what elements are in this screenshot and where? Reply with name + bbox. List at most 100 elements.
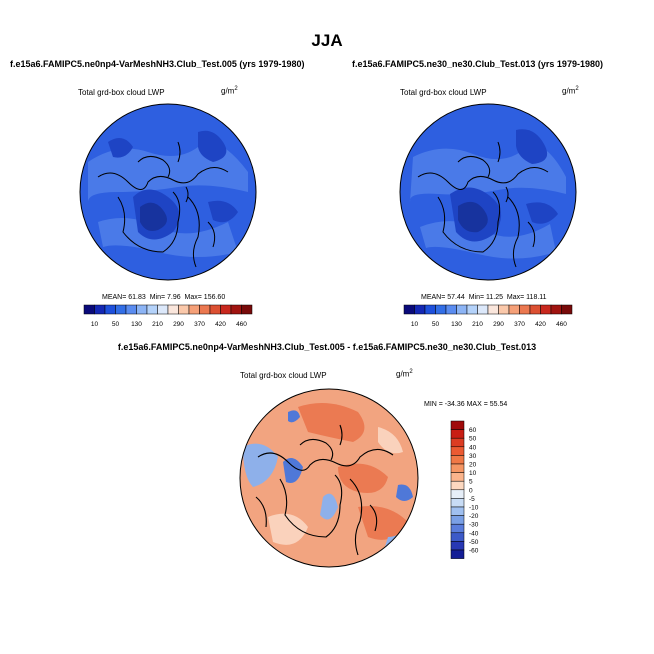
panel1-map-field	[80, 104, 256, 280]
colorbar-tick-label: -40	[469, 530, 479, 537]
panel2-colorbar-labels: 10 50 130 210 290 370 420 460	[411, 321, 567, 328]
colorbar-box	[188, 304, 200, 315]
panel2-map-field	[400, 104, 576, 280]
panel1-colorbar-labels: 10 50 130 210 290 370 420 460	[91, 321, 247, 328]
panel1-case-title: f.e15a6.FAMIPC5.ne0np4-VarMeshNH3.Club_T…	[10, 59, 305, 69]
panel1-stats: MEAN= 61.83 Min= 7.96 Max= 156.60	[102, 294, 225, 301]
map-region	[268, 513, 308, 545]
diff-coastlines	[255, 424, 394, 556]
colorbar-tick-label: 370	[194, 321, 205, 328]
colorbar-box	[435, 304, 447, 315]
colorbar-box	[508, 304, 520, 315]
colorbar-box	[477, 304, 489, 315]
panel1-units: g/m2	[221, 86, 238, 96]
colorbar-box	[450, 541, 465, 551]
colorbar-tick-label: -20	[469, 513, 479, 520]
panel2-colorbar-boxes	[403, 304, 573, 315]
panel2-min: 11.25	[486, 294, 504, 301]
panel1-mean-label: MEAN=	[102, 294, 127, 301]
colorbar-box	[115, 304, 127, 315]
colorbar-box	[403, 304, 415, 315]
diff-units-base: g/m	[396, 369, 410, 379]
colorbar-box	[450, 489, 465, 499]
diff-map	[239, 388, 419, 568]
panel1-max: 156.60	[203, 294, 226, 301]
colorbar-tick-label: 290	[173, 321, 184, 328]
colorbar-box	[167, 304, 179, 315]
map-region	[140, 202, 167, 231]
panel2-coastlines	[417, 141, 549, 268]
panel2-mean: 57.44	[447, 294, 465, 301]
colorbar-box	[450, 429, 465, 439]
panel2-variable-label: Total grd-box cloud LWP	[400, 88, 487, 97]
colorbar-tick-label: -5	[469, 496, 475, 503]
colorbar-tick-label: 40	[469, 444, 477, 451]
colorbar-box	[414, 304, 426, 315]
colorbar-box	[450, 446, 465, 456]
colorbar-box	[550, 304, 562, 315]
panel1-map-border	[79, 103, 257, 281]
map-region	[516, 129, 548, 164]
colorbar-tick-label: 0	[469, 487, 473, 494]
panel1-colorbar-boxes	[83, 304, 253, 315]
colorbar-box	[466, 304, 478, 315]
colorbar-tick-label: 460	[236, 321, 247, 328]
colorbar-box	[519, 304, 531, 315]
map-region	[98, 218, 238, 257]
colorbar-tick-label: 210	[472, 321, 483, 328]
colorbar-box	[450, 480, 465, 491]
panel1-coastlines	[97, 141, 229, 268]
map-region	[208, 200, 238, 223]
colorbar-box	[450, 532, 465, 542]
panel1-colorbar: 10 50 130 210 290 370 420 460	[83, 304, 253, 328]
colorbar-box	[230, 304, 242, 315]
colorbar-tick-label: 10	[469, 470, 477, 477]
panel2-colorbar: 10 50 130 210 290 370 420 460	[403, 304, 573, 328]
diff-minmax: MIN = -34.36 MAX = 55.54	[424, 401, 508, 408]
map-region	[243, 443, 278, 487]
panel1-variable-label: Total grd-box cloud LWP	[78, 88, 165, 97]
map-region	[338, 463, 388, 493]
panel1-units-base: g/m	[221, 86, 235, 96]
panel2-max: 118.11	[526, 294, 547, 301]
panel2-stats: MEAN= 57.44 Min= 11.25 Max= 118.11	[421, 294, 547, 301]
colorbar-box	[498, 304, 510, 315]
panel2-min-label: Min=	[468, 294, 485, 301]
colorbar-box	[424, 304, 436, 315]
panel1-max-label: Max=	[184, 294, 202, 301]
colorbar-tick-label: 5	[469, 479, 473, 486]
colorbar-tick-label: 290	[493, 321, 504, 328]
colorbar-box	[450, 463, 465, 473]
map-region	[108, 138, 133, 158]
map-region	[198, 130, 227, 162]
colorbar-box	[450, 506, 465, 516]
colorbar-box	[104, 304, 116, 315]
colorbar-box	[220, 304, 232, 315]
colorbar-box	[450, 420, 465, 430]
colorbar-box	[199, 304, 211, 315]
panel2-units-base: g/m	[562, 86, 576, 96]
colorbar-tick-label: 50	[469, 436, 477, 443]
colorbar-tick-label: -50	[469, 539, 479, 546]
diff-colorbar-boxes	[450, 420, 465, 559]
colorbar-tick-label: 420	[535, 321, 546, 328]
diff-units-exp: 2	[409, 369, 413, 375]
map-region	[420, 221, 556, 259]
colorbar-box	[83, 304, 95, 315]
diff-units: g/m2	[396, 369, 413, 379]
colorbar-box	[529, 304, 541, 315]
diff-variable-label: Total grd-box cloud LWP	[240, 371, 327, 380]
colorbar-box	[241, 304, 253, 315]
map-region	[526, 202, 558, 224]
panel1-units-exp: 2	[234, 86, 238, 92]
colorbar-tick-label: -30	[469, 522, 479, 529]
colorbar-box	[456, 304, 468, 315]
diff-case-title: f.e15a6.FAMIPC5.ne0np4-VarMeshNH3.Club_T…	[117, 342, 537, 352]
panel1-map	[79, 103, 257, 281]
colorbar-box	[157, 304, 169, 315]
colorbar-box	[450, 549, 465, 559]
colorbar-tick-label: 130	[131, 321, 142, 328]
colorbar-tick-label: 50	[432, 321, 440, 328]
